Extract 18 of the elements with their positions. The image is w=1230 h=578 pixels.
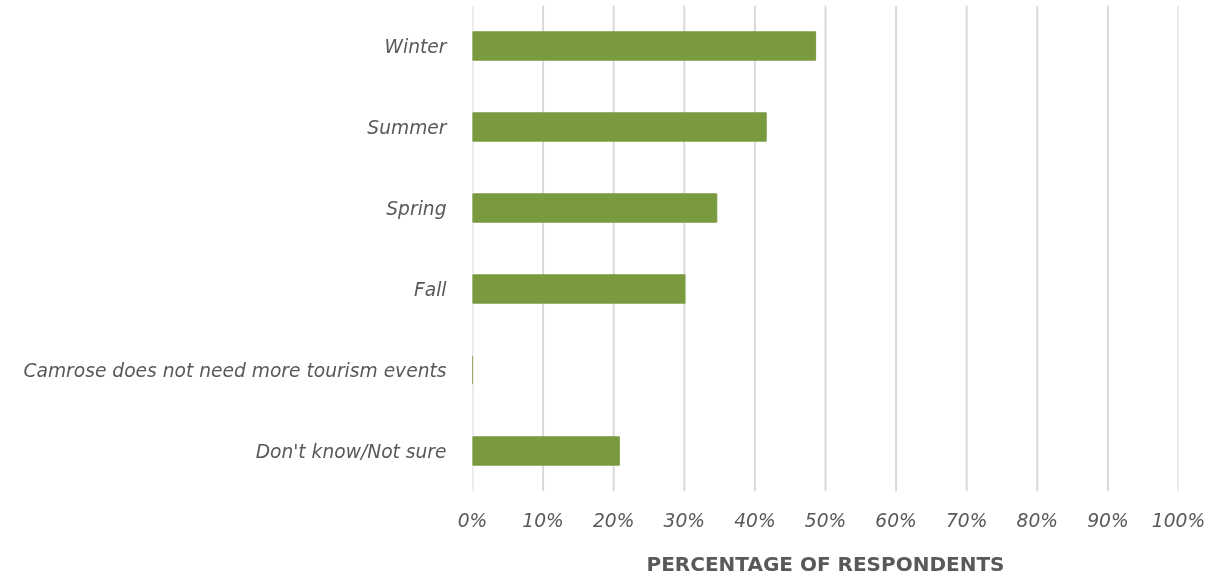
x-axis-title: PERCENTAGE OF RESPONDENTS (646, 551, 1005, 576)
y-tick-label: Fall (413, 278, 448, 300)
x-tick-label: 20% (592, 509, 635, 531)
x-tick-label: 100% (1151, 509, 1206, 531)
x-tick-label: 70% (945, 509, 988, 531)
y-tick-label: Spring (386, 197, 447, 219)
x-tick-label: 0% (457, 509, 488, 531)
x-tick-label: 40% (734, 509, 776, 531)
y-tick-label: Summer (367, 116, 448, 138)
x-tick-label: 80% (1016, 509, 1059, 531)
x-tick-label: 50% (804, 509, 847, 531)
y-tick-label: Camrose does not need more tourism events (23, 359, 447, 381)
x-tick-label: 90% (1087, 509, 1129, 531)
x-tick-label: 60% (875, 509, 917, 531)
x-tick-label: 10% (522, 509, 564, 531)
y-tick-label: Don't know/Not sure (255, 440, 447, 462)
x-tick-label: 30% (663, 509, 706, 531)
y-tick-label: Winter (384, 35, 448, 57)
